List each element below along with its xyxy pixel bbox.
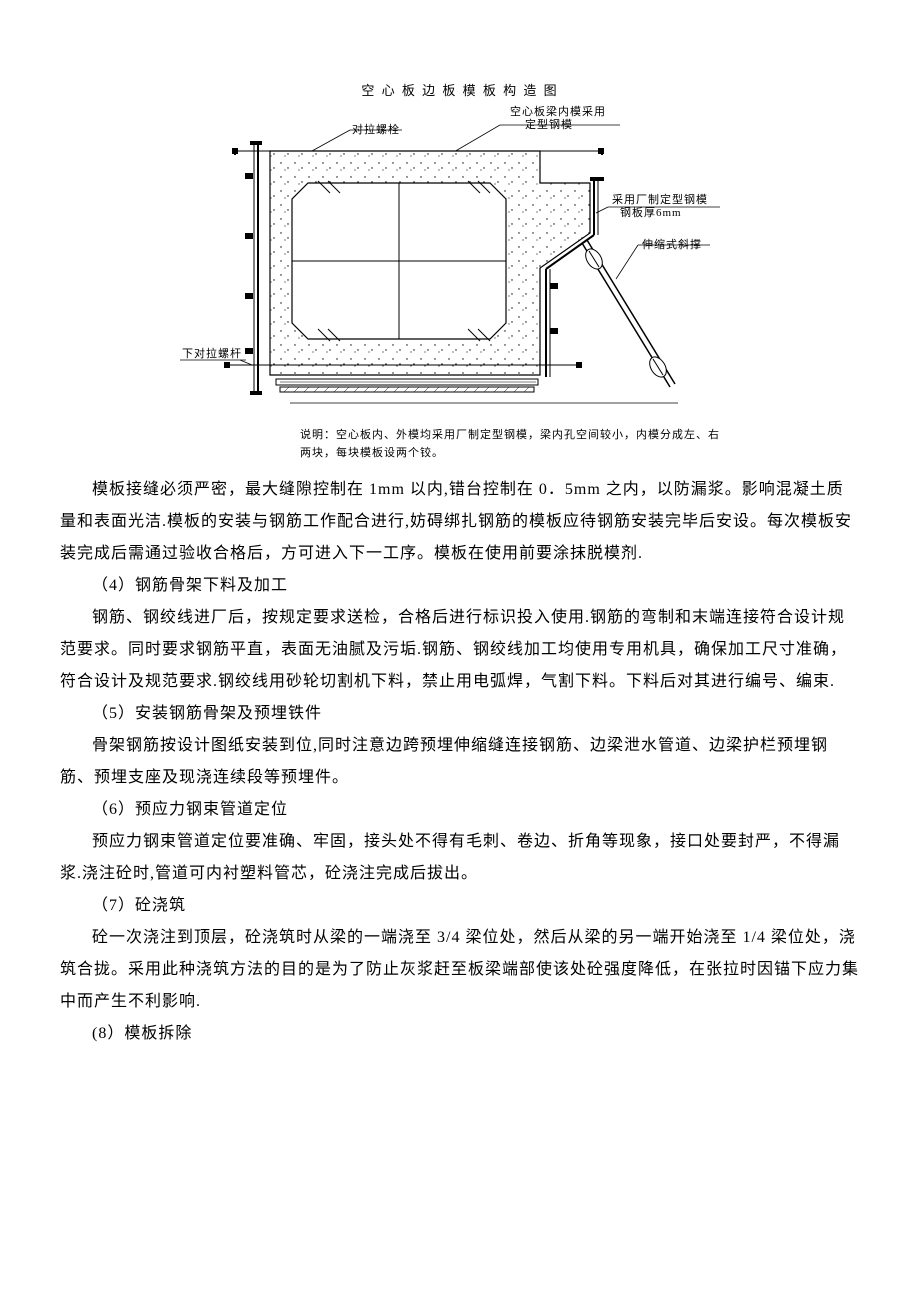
left-outer-mold (245, 141, 262, 395)
heading-6: （6）预应力钢束管道定位 (60, 794, 860, 826)
para-6: 预应力钢束管道定位要准确、牢固，接头处不得有毛刺、卷边、折角等现象，接口处要封严… (60, 826, 860, 890)
heading-7: （7）砼浇筑 (60, 890, 860, 922)
slab-section (270, 151, 590, 375)
label-brace: 伸缩式斜撑 (642, 237, 702, 251)
heading-5: （5）安装钢筋骨架及预埋铁件 (60, 698, 860, 730)
body-text: 模板接缝必须严密，最大缝隙控制在 1mm 以内,错台控制在 0．5mm 之内，以… (60, 474, 860, 1050)
para-1: 模板接缝必须严密，最大缝隙控制在 1mm 以内,错台控制在 0．5mm 之内，以… (60, 474, 860, 570)
heading-8: (8）模板拆除 (60, 1018, 860, 1050)
diagram-container: 空 心 板 边 板 模 板 构 造 图 空心板梁内模采用 定型钢模 对拉螺栓 (180, 80, 740, 462)
heading-4: （4）钢筋骨架下料及加工 (60, 570, 860, 602)
diagram-caption: 说明：空心板内、外模均采用厂制定型钢模，梁内孔空间较小，内模分成左、右两块，每块… (180, 423, 720, 462)
label-tie-bolt: 对拉螺栓 (352, 122, 400, 136)
para-4: 钢筋、钢绞线进厂后，按规定要求送检，合格后进行标识投入使用.钢筋的弯制和末端连接… (60, 602, 860, 698)
formwork-diagram: 空心板梁内模采用 定型钢模 对拉螺栓 (180, 103, 740, 423)
telescopic-brace (582, 240, 675, 387)
para-7: 砼一次浇注到顶层，砼浇筑时从梁的一端浇至 3/4 梁位处，然后从梁的另一端开始浇… (60, 922, 860, 1018)
soffit-bed (276, 379, 538, 392)
diagram-title: 空 心 板 边 板 模 板 构 造 图 (180, 80, 740, 99)
para-5: 骨架钢筋按设计图纸安装到位,同时注意边跨预埋伸缩缝连接钢筋、边梁泄水管道、边梁护… (60, 730, 860, 794)
label-top-right-1: 空心板梁内模采用 (510, 104, 606, 118)
label-top-right-2: 定型钢模 (525, 117, 573, 131)
label-lower-tie: 下对拉螺杆 (182, 346, 242, 360)
label-factory-mold-1: 采用厂制定型钢模 (612, 192, 708, 206)
